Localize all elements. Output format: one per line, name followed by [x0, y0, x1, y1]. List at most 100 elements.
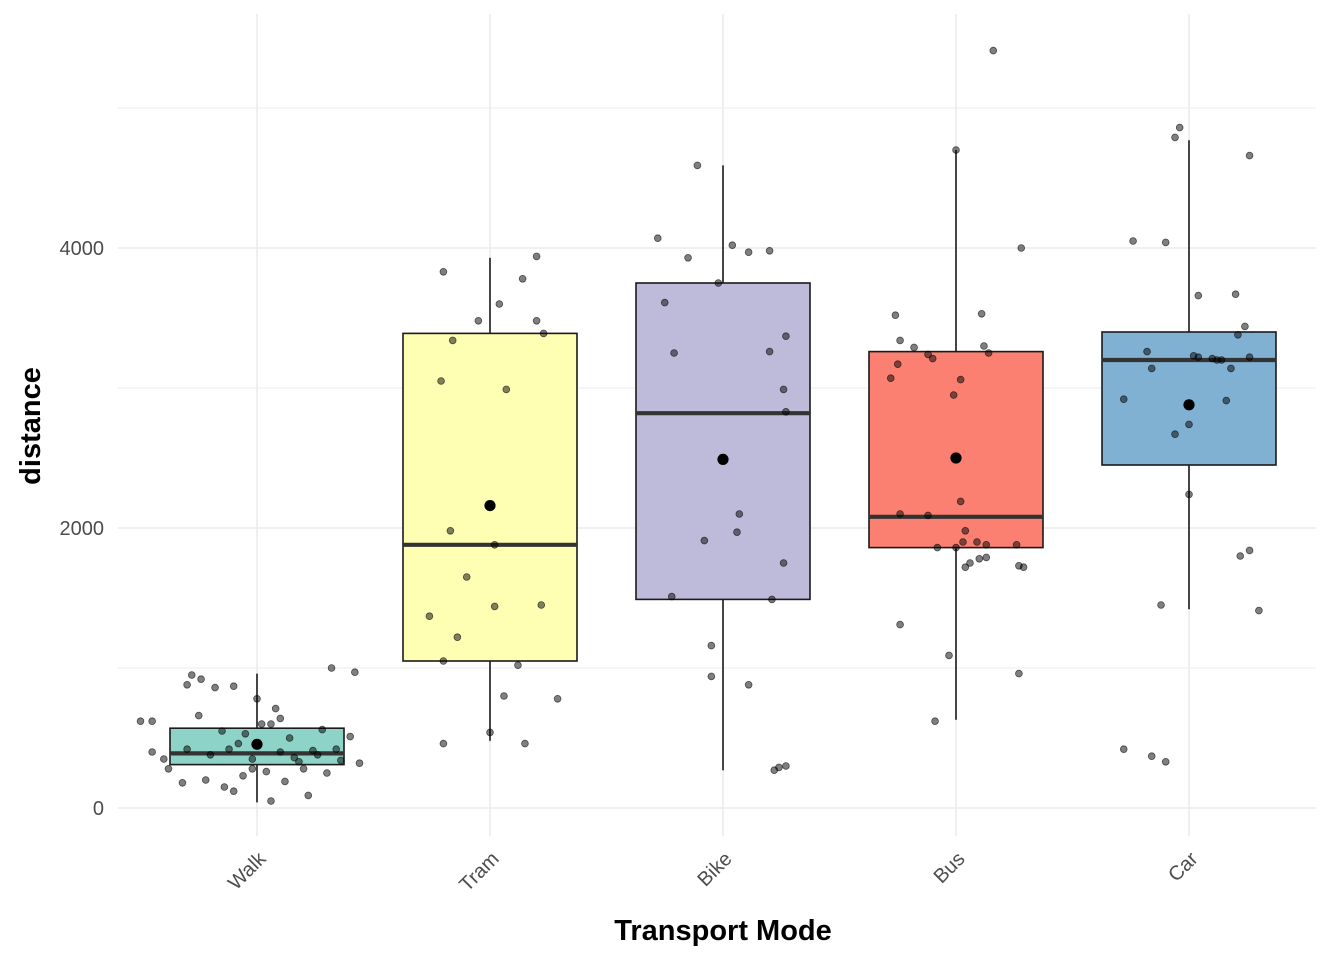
- data-point: [241, 729, 250, 738]
- data-point: [502, 385, 511, 394]
- data-point: [765, 347, 774, 356]
- data-point: [982, 540, 991, 549]
- data-point: [490, 602, 499, 611]
- mean-point: [484, 500, 496, 512]
- data-point: [924, 350, 932, 359]
- data-point: [1245, 546, 1254, 555]
- data-point: [486, 728, 494, 737]
- data-point: [782, 332, 790, 341]
- data-point: [276, 748, 285, 756]
- data-point: [148, 717, 156, 725]
- data-point: [896, 620, 904, 629]
- box-iqr: [635, 282, 811, 601]
- data-point: [952, 543, 960, 552]
- data-point: [1147, 364, 1156, 373]
- data-point: [337, 756, 345, 765]
- data-point: [707, 672, 716, 681]
- box-group-tram: [402, 252, 578, 748]
- data-point: [733, 528, 741, 536]
- data-point: [253, 694, 261, 703]
- data-point: [462, 573, 471, 581]
- data-point: [285, 734, 294, 742]
- data-point: [239, 771, 247, 780]
- data-point: [653, 234, 662, 243]
- data-point: [989, 46, 998, 55]
- data-point: [295, 757, 303, 766]
- data-point: [1222, 396, 1231, 405]
- data-point: [1171, 133, 1179, 142]
- data-point: [782, 762, 790, 770]
- data-point: [1236, 552, 1245, 560]
- y-tick-label: 0: [93, 798, 104, 820]
- y-tick-label: 2000: [60, 518, 105, 540]
- data-point: [956, 497, 965, 506]
- data-point: [949, 391, 958, 399]
- data-point: [267, 720, 275, 728]
- mean-point: [1183, 399, 1195, 411]
- data-point: [714, 279, 723, 287]
- data-point: [700, 536, 709, 545]
- data-point: [229, 787, 238, 795]
- data-point: [977, 309, 986, 318]
- data-point: [782, 407, 790, 416]
- data-point: [1194, 291, 1203, 300]
- x-axis-title: Transport Mode: [614, 915, 832, 947]
- data-point: [1234, 330, 1242, 339]
- data-point: [220, 783, 229, 791]
- data-point: [770, 766, 779, 774]
- data-point: [1194, 353, 1203, 362]
- data-point: [148, 748, 156, 756]
- data-point: [928, 354, 937, 363]
- data-point: [248, 755, 257, 763]
- data-point: [299, 764, 308, 773]
- data-point: [532, 316, 541, 325]
- data-point: [693, 161, 702, 170]
- mean-point: [251, 738, 263, 750]
- data-point: [194, 711, 203, 720]
- data-point: [355, 759, 364, 767]
- data-point: [670, 349, 678, 357]
- data-point: [211, 683, 219, 692]
- data-point: [891, 311, 900, 320]
- data-point: [1227, 364, 1235, 373]
- data-point: [495, 300, 504, 308]
- data-point: [518, 274, 527, 283]
- data-point: [980, 342, 988, 350]
- data-point: [197, 675, 205, 683]
- data-point: [1147, 752, 1156, 760]
- data-point: [893, 360, 902, 369]
- data-point: [183, 745, 191, 753]
- box-group-car: [1101, 123, 1277, 766]
- data-point: [281, 777, 289, 786]
- data-point: [439, 657, 448, 665]
- boxes-layer: [136, 46, 1277, 805]
- data-point: [660, 298, 669, 307]
- box-group-bus: [868, 46, 1044, 725]
- data-point: [1175, 123, 1184, 132]
- data-point: [553, 694, 562, 703]
- data-point: [933, 543, 942, 552]
- y-tick-label: 4000: [60, 238, 105, 260]
- data-point: [425, 612, 434, 620]
- box-iqr: [1101, 331, 1277, 466]
- data-point: [318, 725, 327, 734]
- data-point: [707, 641, 716, 650]
- mean-point: [717, 453, 729, 465]
- data-point: [1119, 395, 1128, 404]
- data-point: [1245, 151, 1254, 160]
- box-group-bike: [635, 161, 811, 774]
- data-point: [267, 797, 275, 805]
- data-point: [290, 753, 299, 762]
- data-point: [1231, 290, 1240, 299]
- data-point: [961, 526, 970, 535]
- box-iqr: [402, 332, 578, 662]
- data-point: [984, 349, 993, 357]
- data-point: [332, 745, 341, 753]
- data-point: [453, 633, 462, 641]
- data-point: [728, 241, 737, 250]
- data-point: [1129, 237, 1137, 245]
- data-point: [779, 559, 788, 567]
- data-point: [667, 592, 676, 601]
- data-point: [164, 764, 173, 773]
- data-point: [896, 510, 904, 518]
